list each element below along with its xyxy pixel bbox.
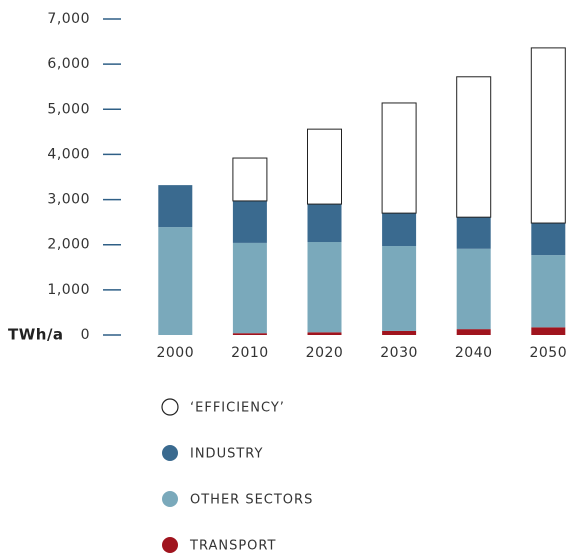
y-tick-label: 0 [81,327,90,343]
y-tick-label: 5,000 [47,101,90,117]
bar-segment [456,217,491,249]
y-tick-label: 6,000 [47,56,90,72]
x-tick-label: 2020 [306,345,344,361]
legend-label: TRANSPORT [189,539,276,553]
legend-swatch [162,491,178,507]
bar-segment [382,213,417,247]
x-tick-label: 2030 [380,345,418,361]
bar-segment [456,329,491,335]
bar-segment [382,330,417,335]
bar-segment [307,128,342,205]
bar-segment [307,332,342,335]
bar-segment [232,157,268,202]
bar-segment [232,333,267,335]
legend-label: OTHER SECTORS [190,493,313,508]
legend-label: INDUSTRY [190,447,263,462]
bar-segment [531,255,566,328]
legend-swatch [162,537,178,553]
bar-segment [158,185,193,228]
bar-segment [530,47,566,224]
y-axis-label: TWh/a [8,326,64,344]
y-tick-label: 3,000 [47,192,90,208]
bar-segment [531,223,566,256]
y-tick-label: 7,000 [47,11,90,27]
bar-segment [307,204,342,243]
x-tick-label: 2040 [455,345,493,361]
legend-label: ‘EFFICIENCY’ [190,401,285,416]
y-tick-label: 2,000 [47,237,90,253]
x-tick-label: 2000 [156,345,194,361]
x-tick-label: 2050 [529,345,567,361]
bar-segment [232,242,267,334]
legend-swatch [162,445,178,461]
bar-segment [307,242,342,333]
x-tick-label: 2010 [231,345,269,361]
bar-segment [232,200,267,243]
bar-segment [531,327,566,335]
bar-segment [456,248,491,330]
bar-segment [382,246,417,331]
bar-segment [158,227,193,335]
bar-segment [456,76,492,218]
y-tick-label: 4,000 [47,146,90,162]
legend-swatch [161,398,179,416]
bar-segment [381,102,417,214]
y-tick-label: 1,000 [47,282,90,298]
